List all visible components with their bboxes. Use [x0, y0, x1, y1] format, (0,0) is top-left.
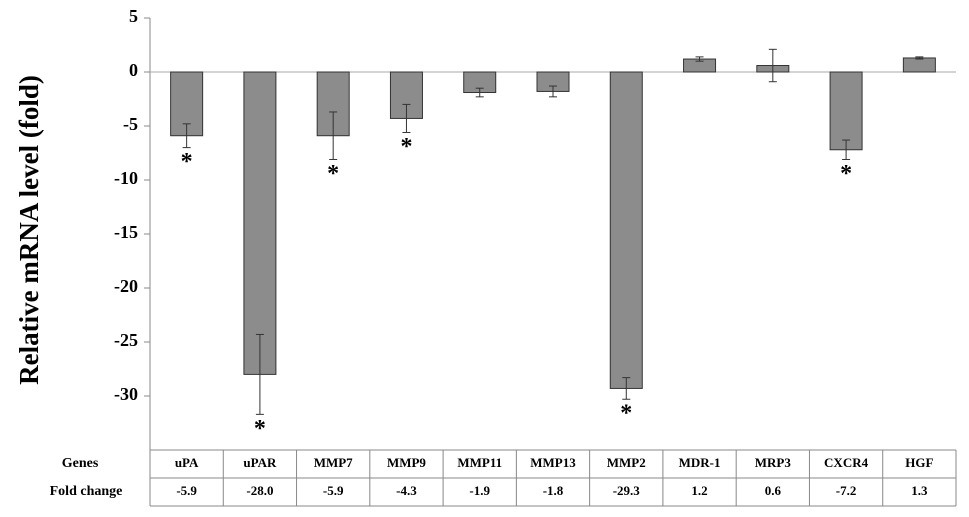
error-bar	[475, 87, 484, 98]
x-tick-label: uPA	[175, 455, 199, 470]
error-bar	[402, 103, 411, 133]
x-tick-label: MMP13	[530, 455, 576, 470]
x-tick-label: MMP9	[387, 455, 426, 470]
error-bar	[768, 48, 777, 83]
value-label: 1.2	[691, 483, 707, 498]
x-tick-label: MMP11	[457, 455, 502, 470]
y-tick-label: -10	[114, 168, 138, 188]
x-tick-label: HGF	[905, 455, 933, 470]
bar	[829, 71, 863, 151]
significance-mark: *	[254, 416, 266, 442]
error-bar	[549, 85, 557, 98]
y-tick-label: -5	[123, 114, 138, 134]
bar	[609, 71, 643, 389]
value-label: -5.9	[323, 483, 344, 498]
significance-mark: *	[840, 161, 852, 187]
error-bar	[255, 333, 264, 415]
x-tick-label: MRP3	[755, 455, 792, 470]
value-label: -1.9	[469, 483, 490, 498]
value-label: -28.0	[246, 483, 273, 498]
y-tick-label: -20	[114, 276, 138, 296]
y-tick-label: 5	[129, 6, 138, 26]
y-axis-label: Relative mRNA level (fold)	[14, 75, 44, 385]
x-tick-label: MDR-1	[679, 455, 721, 470]
error-bar	[842, 139, 851, 160]
x-tick-label: MMP7	[314, 455, 353, 470]
significance-mark: *	[327, 161, 339, 187]
bar	[902, 57, 936, 73]
significance-mark: *	[620, 401, 632, 427]
y-tick-label: -25	[114, 330, 138, 350]
x-tick-label: CXCR4	[824, 455, 869, 470]
significance-mark: *	[400, 134, 412, 160]
x-tick-label: MMP2	[607, 455, 646, 470]
error-bar	[622, 377, 631, 400]
row-label: Genes	[62, 456, 99, 471]
bar	[243, 71, 277, 375]
significance-mark: *	[181, 149, 193, 175]
value-label: -7.2	[836, 483, 857, 498]
value-label: -29.3	[613, 483, 641, 498]
value-label: -5.9	[176, 483, 197, 498]
error-bar	[329, 111, 338, 160]
x-tick-label: uPAR	[243, 455, 277, 470]
error-bar	[695, 56, 704, 62]
row-label: Fold change	[50, 484, 123, 499]
y-tick-label: -15	[114, 222, 138, 242]
error-bar	[182, 123, 191, 149]
error-bar	[915, 56, 924, 60]
y-tick-label: 0	[129, 60, 138, 80]
value-label: 1.3	[911, 483, 928, 498]
value-label: 0.6	[765, 483, 782, 498]
value-label: -4.3	[396, 483, 417, 498]
value-label: -1.8	[543, 483, 564, 498]
y-tick-label: -30	[114, 384, 138, 404]
